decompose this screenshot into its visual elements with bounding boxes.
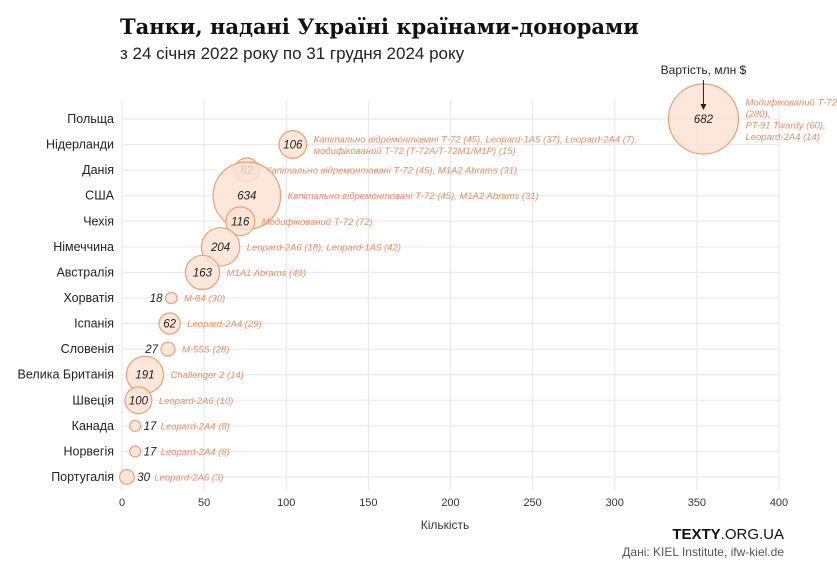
- bubble: [225, 206, 256, 237]
- x-tick-label: 200: [441, 497, 459, 509]
- country-label: Німеччина: [53, 240, 114, 254]
- country-label: Норвегія: [64, 444, 115, 458]
- tank-label: M1A1 Abrams (49): [227, 268, 306, 279]
- tank-label: Challenger 2 (14): [171, 370, 244, 381]
- bubble: [158, 312, 181, 335]
- country-label: Португалія: [51, 470, 114, 484]
- tank-label: Leopard-2A6 (18), Leopard-1A5 (42): [247, 242, 401, 253]
- tank-label: Капітально відремонтовані Т-72 (45), Leo…: [314, 134, 637, 145]
- tank-label: Leopard-2A4 (8): [161, 447, 230, 458]
- x-axis-label: Кількість: [421, 518, 470, 532]
- bubble: [124, 386, 153, 415]
- x-tick-label: 100: [277, 497, 295, 509]
- size-legend-label: Вартість, млн $: [661, 63, 747, 77]
- cost-value-label: 100: [129, 395, 149, 407]
- cost-value-label: 191: [135, 370, 154, 382]
- cost-value-label: 17: [144, 446, 157, 458]
- country-label: Швеція: [72, 393, 114, 407]
- cost-value-label: 62: [163, 319, 176, 331]
- data-source: Дані: KIEL Institute, ifw-kiel.de: [622, 545, 784, 559]
- country-label: Польща: [67, 112, 114, 126]
- country-label: Чехія: [83, 214, 114, 228]
- tank-label: модифікований Т-72 (Т-72А/Т-72М1/М1Р) (1…: [314, 146, 516, 157]
- x-tick-label: 350: [688, 497, 706, 509]
- bubble: [184, 254, 221, 291]
- arrow-head-icon: [700, 104, 707, 110]
- bubble: [118, 469, 135, 485]
- x-tick-label: 250: [523, 497, 541, 509]
- brand-logo[interactable]: TEXTY.ORG.UA: [672, 526, 784, 543]
- tank-label: Капітально відремонтовані Т-72 (45), M1A…: [288, 191, 539, 202]
- tank-label: Leopard-2A6 (3): [154, 472, 223, 483]
- tank-label: Модифікований Т-72: [745, 97, 837, 108]
- bubble: [200, 227, 241, 267]
- cost-value-label: 634: [237, 191, 256, 203]
- cost-value-label: 18: [150, 293, 163, 305]
- x-tick-label: 50: [198, 497, 210, 509]
- x-tick-label: 400: [770, 497, 788, 509]
- cost-value-label: 163: [193, 267, 213, 279]
- brand-rest: .ORG.UA: [720, 526, 784, 543]
- country-label: Велика Британія: [18, 368, 114, 382]
- cost-value-label: 27: [144, 344, 158, 356]
- country-label: Хорватія: [63, 291, 114, 305]
- tank-label: M-84 (30): [184, 293, 225, 304]
- cost-value-label: 106: [283, 140, 303, 152]
- tank-label: Leopard-2A4 (14): [745, 132, 819, 143]
- cost-value-label: 17: [144, 421, 157, 433]
- country-label: Канада: [72, 419, 114, 433]
- brand-bold: TEXTY: [672, 526, 721, 543]
- x-tick-label: 0: [119, 497, 125, 509]
- cost-value-label: 682: [694, 114, 714, 126]
- cost-value-label: 204: [210, 242, 230, 254]
- chart-title: Танки, надані Україні країнами-донорами: [120, 14, 639, 39]
- tank-label: PT-91 Twardy (60),: [745, 120, 825, 131]
- tank-label: Капітально відремонтовані Т-72 (45), M1A…: [266, 166, 517, 177]
- cost-value-label: 116: [231, 216, 250, 228]
- x-tick-label: 300: [606, 497, 624, 509]
- bubble: [129, 445, 142, 458]
- country-label: Данія: [82, 163, 114, 177]
- tank-label: Модифікований Т-72 (72): [262, 217, 373, 228]
- tank-label: (280),: [745, 109, 770, 120]
- bubble: [278, 130, 308, 159]
- country-label: Нідерланди: [46, 138, 114, 152]
- tank-label: Leopard-2A6 (10): [159, 396, 233, 407]
- country-label: Іспанія: [74, 317, 114, 331]
- country-label: США: [85, 189, 114, 203]
- bubble: [129, 419, 142, 432]
- cost-value-label: 30: [137, 472, 150, 484]
- bubble: [164, 291, 178, 305]
- bubble: [160, 341, 176, 357]
- x-tick-label: 150: [359, 497, 377, 509]
- country-label: Австралія: [56, 265, 114, 279]
- tank-label: Leopard-2A4 (29): [187, 319, 261, 330]
- country-label: Словенія: [61, 342, 114, 356]
- tank-label: M-55S (28): [182, 345, 230, 356]
- tank-label: Leopard-2A4 (8): [161, 421, 230, 432]
- chart-subtitle: з 24 січня 2022 року по 31 грудня 2024 р…: [120, 44, 465, 63]
